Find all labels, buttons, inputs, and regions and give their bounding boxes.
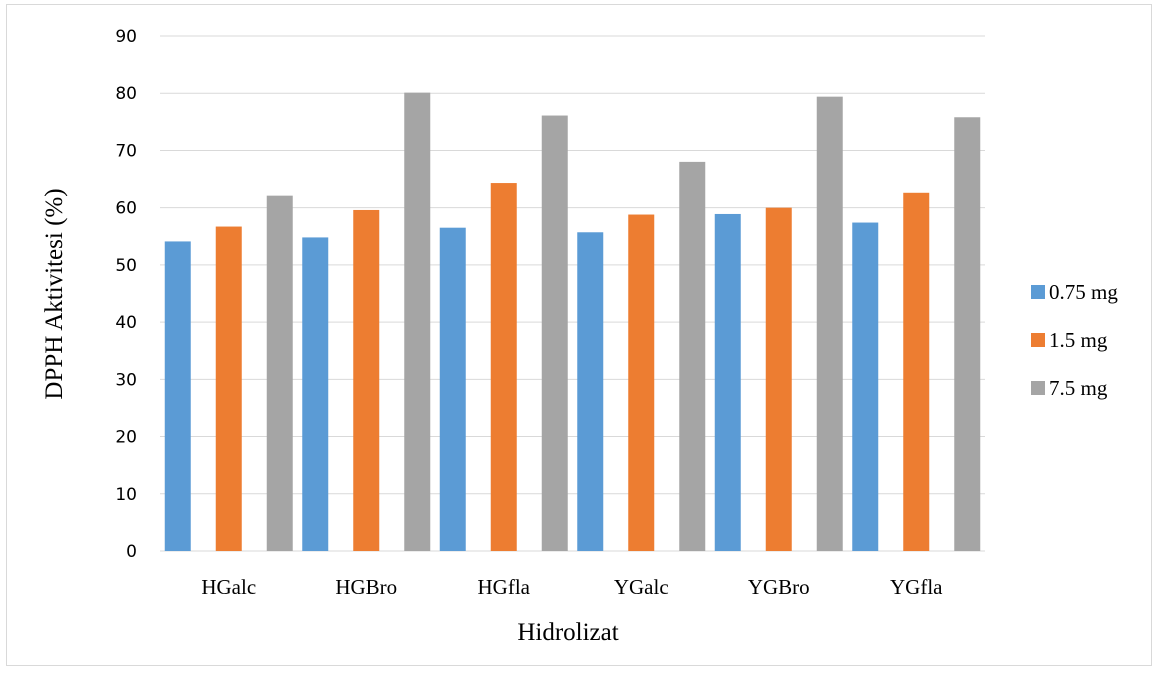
bar-YGfla-7-5-mg bbox=[954, 117, 980, 551]
x-category-label: YGfla bbox=[890, 575, 943, 599]
x-category-label: YGalc bbox=[614, 575, 669, 599]
y-tick-label: 80 bbox=[115, 84, 137, 104]
y-tick-label: 70 bbox=[115, 141, 137, 161]
legend-label: 1.5 mg bbox=[1049, 328, 1108, 352]
legend-label: 7.5 mg bbox=[1049, 376, 1108, 400]
y-tick-label: 40 bbox=[115, 313, 137, 333]
bar-HGalc-0-75-mg bbox=[165, 241, 191, 551]
bar-YGalc-1-5-mg bbox=[628, 215, 654, 551]
y-tick-label: 60 bbox=[115, 199, 137, 219]
legend-swatch bbox=[1031, 333, 1045, 347]
bar-HGalc-1-5-mg bbox=[216, 227, 242, 551]
x-category-label: HGfla bbox=[478, 575, 531, 599]
bar-HGalc-7-5-mg bbox=[267, 196, 293, 551]
bar-YGfla-0-75-mg bbox=[852, 223, 878, 551]
bar-HGfla-0-75-mg bbox=[440, 228, 466, 551]
legend-swatch bbox=[1031, 381, 1045, 395]
bar-YGalc-7-5-mg bbox=[679, 162, 705, 551]
x-category-label: HGBro bbox=[335, 575, 397, 599]
y-tick-label: 10 bbox=[115, 485, 137, 505]
bar-HGBro-0-75-mg bbox=[302, 237, 328, 551]
y-tick-label: 50 bbox=[115, 256, 137, 276]
x-axis-categories: HGalc HGBro HGfla YGalc YGBro YGfla bbox=[201, 575, 943, 599]
y-tick-label: 0 bbox=[126, 542, 137, 562]
bar-HGBro-7-5-mg bbox=[404, 93, 430, 551]
bar-HGfla-7-5-mg bbox=[542, 116, 568, 551]
legend-swatch bbox=[1031, 285, 1045, 299]
bar-YGalc-0-75-mg bbox=[577, 232, 603, 551]
bar-YGBro-0-75-mg bbox=[715, 214, 741, 551]
bar-YGBro-1-5-mg bbox=[766, 208, 792, 551]
legend-label: 0.75 mg bbox=[1049, 280, 1118, 304]
bar-YGfla-1-5-mg bbox=[903, 193, 929, 551]
y-tick-label: 30 bbox=[115, 370, 137, 390]
x-category-label: HGalc bbox=[201, 575, 256, 599]
x-category-label: YGBro bbox=[748, 575, 810, 599]
y-axis-title: DPPH Aktivitesi (%) bbox=[41, 188, 68, 399]
bar-HGBro-1-5-mg bbox=[353, 210, 379, 551]
y-tick-label: 90 bbox=[115, 27, 137, 47]
bar-YGBro-7-5-mg bbox=[817, 97, 843, 551]
legend: 0.75 mg 1.5 mg 7.5 mg bbox=[1031, 280, 1118, 400]
x-axis-title: Hidrolizat bbox=[517, 619, 618, 646]
bar-HGfla-1-5-mg bbox=[491, 183, 517, 551]
y-tick-label: 20 bbox=[115, 428, 137, 448]
y-axis-ticks: 0 10 20 30 40 50 60 70 80 90 bbox=[115, 27, 137, 562]
